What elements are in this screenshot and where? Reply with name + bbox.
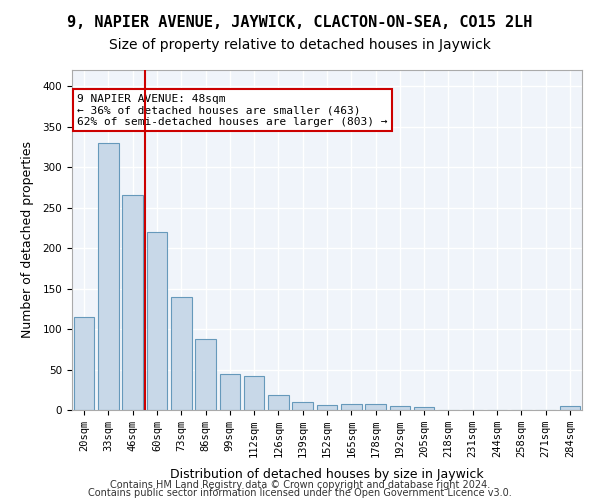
Text: Contains public sector information licensed under the Open Government Licence v3: Contains public sector information licen…: [88, 488, 512, 498]
Bar: [220, 374, 240, 410]
Bar: [317, 405, 337, 410]
Bar: [389, 406, 410, 410]
Bar: [414, 407, 434, 410]
X-axis label: Distribution of detached houses by size in Jaywick: Distribution of detached houses by size …: [170, 468, 484, 481]
Bar: [171, 296, 191, 410]
Bar: [195, 339, 216, 410]
Bar: [74, 317, 94, 410]
Text: Size of property relative to detached houses in Jaywick: Size of property relative to detached ho…: [109, 38, 491, 52]
Bar: [146, 232, 167, 410]
Y-axis label: Number of detached properties: Number of detached properties: [21, 142, 34, 338]
Bar: [98, 143, 119, 410]
Bar: [292, 402, 313, 410]
Bar: [244, 376, 265, 410]
Text: 9, NAPIER AVENUE, JAYWICK, CLACTON-ON-SEA, CO15 2LH: 9, NAPIER AVENUE, JAYWICK, CLACTON-ON-SE…: [67, 15, 533, 30]
Bar: [122, 196, 143, 410]
Text: Contains HM Land Registry data © Crown copyright and database right 2024.: Contains HM Land Registry data © Crown c…: [110, 480, 490, 490]
Bar: [560, 406, 580, 410]
Bar: [365, 404, 386, 410]
Bar: [341, 404, 362, 410]
Text: 9 NAPIER AVENUE: 48sqm
← 36% of detached houses are smaller (463)
62% of semi-de: 9 NAPIER AVENUE: 48sqm ← 36% of detached…: [77, 94, 388, 127]
Bar: [268, 394, 289, 410]
